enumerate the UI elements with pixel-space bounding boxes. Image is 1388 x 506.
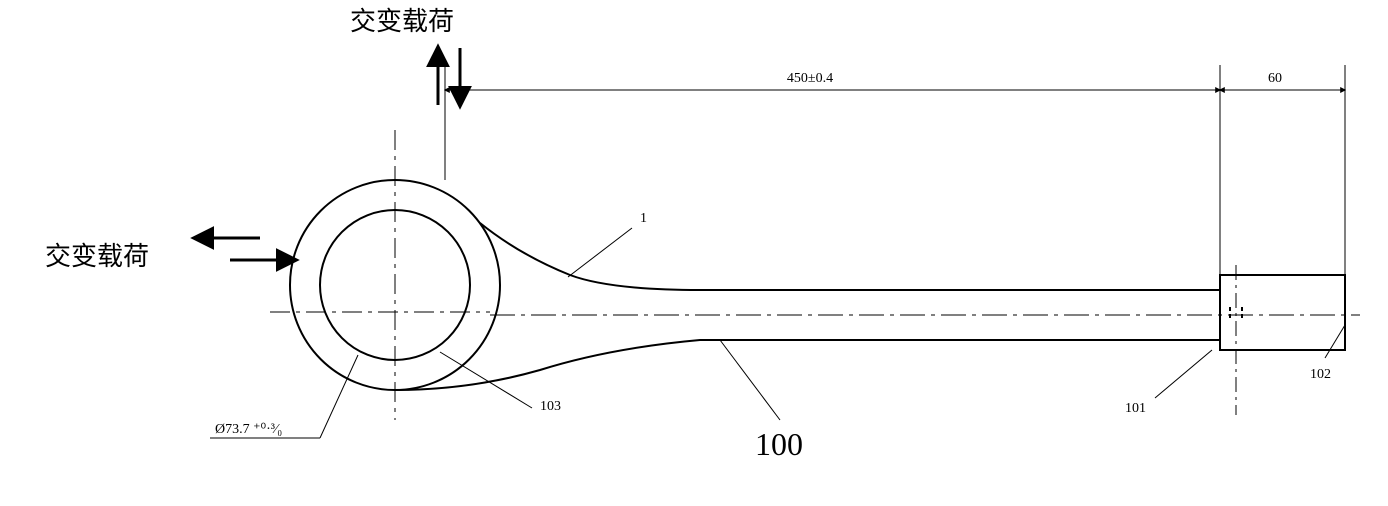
shaft-body [395,223,1345,390]
dim-60: 60 [1268,71,1282,86]
diagram-canvas: 交变载荷 交变载荷 450±0.4 60 [0,0,1388,506]
horizontal-load-arrows [195,238,295,260]
ref-102: 102 [1310,367,1331,382]
ring-centerlines [270,130,490,420]
ref-103-leader [440,352,532,408]
top-load-label: 交变载荷 [350,7,454,36]
vertical-load-arrows [438,48,460,105]
ref-102-leader [1325,325,1345,358]
ref-103: 103 [540,399,561,414]
ref-101: 101 [1125,401,1146,416]
dim-450: 450±0.4 [787,71,833,86]
diameter-label: Ø73.7 ⁺⁰·³⁄₀ [215,422,282,437]
ref-100: 100 [755,426,803,462]
left-load-label: 交变载荷 [45,242,149,271]
ref-101-leader [1155,350,1212,398]
ref-1-leader [568,228,632,277]
ref-1: 1 [640,211,647,226]
dimension-lines [445,65,1345,275]
ref-100-leader [720,340,780,420]
